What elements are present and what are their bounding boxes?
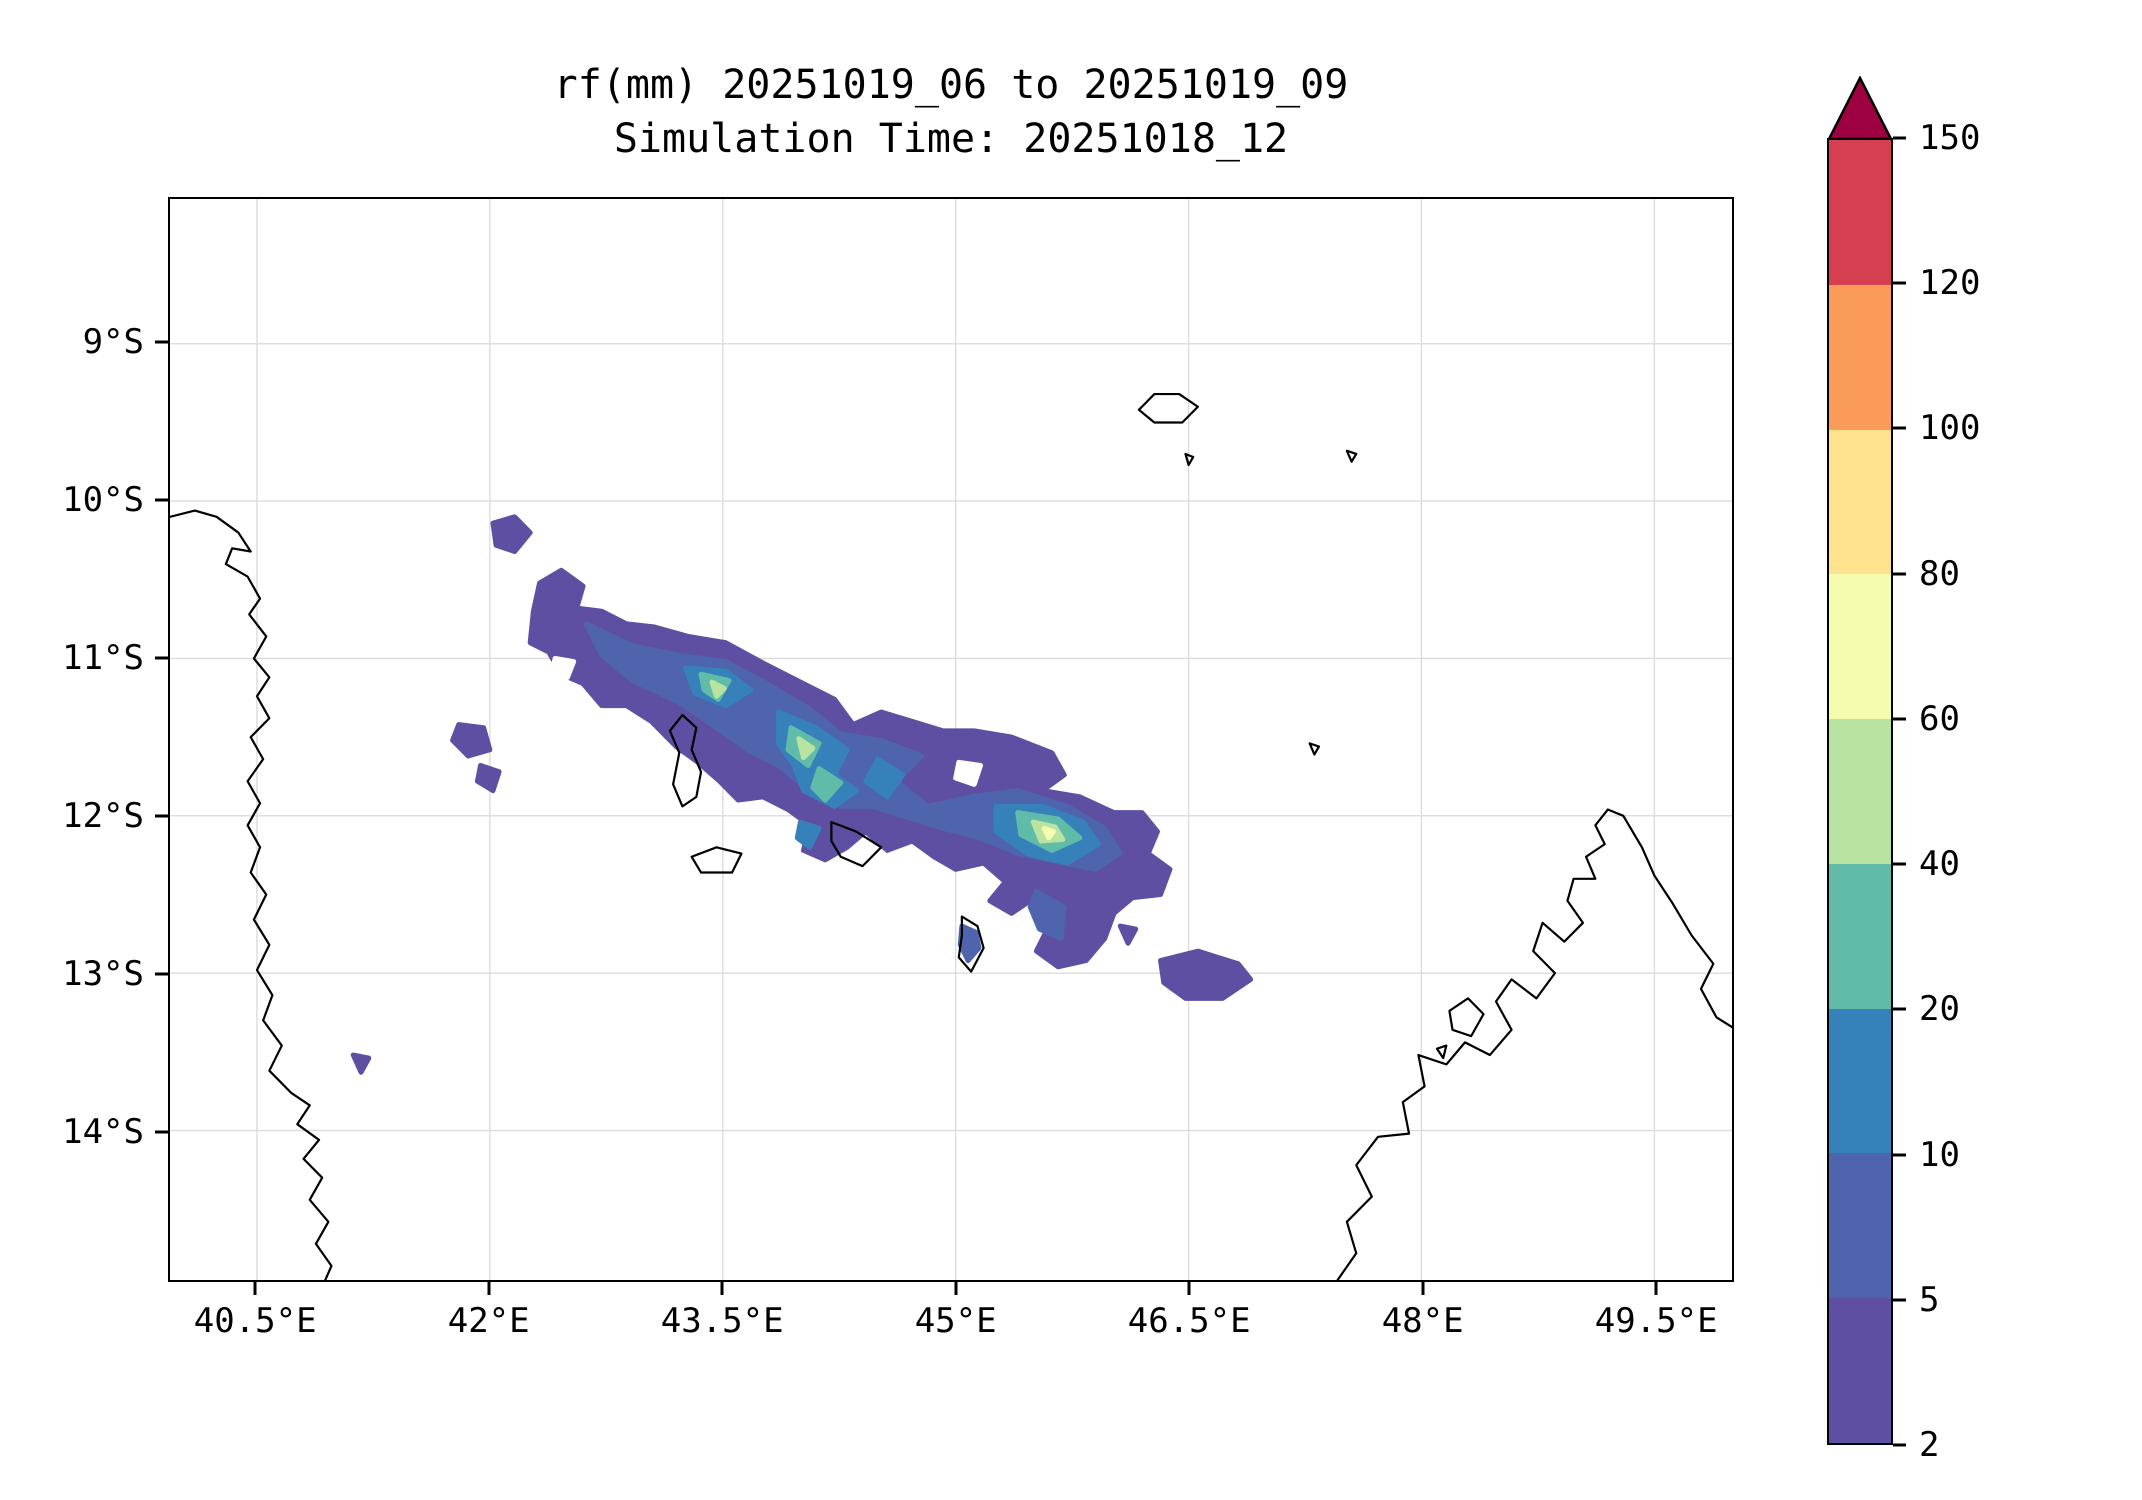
- colorbar-tick: [1893, 136, 1906, 140]
- colorbar: [1827, 138, 1893, 1445]
- colorbar-tick: [1893, 426, 1906, 430]
- y-axis-tick-label: 14°S: [62, 1111, 144, 1152]
- x-axis-tick: [720, 1282, 724, 1295]
- y-axis-tick: [155, 340, 168, 344]
- y-axis-tick-label: 13°S: [62, 954, 144, 995]
- coastline-island-mayotte: [957, 915, 985, 973]
- coastline-island-cosmoledo: [1345, 449, 1358, 463]
- chart-title: rf(mm) 20251019_06 to 20251019_09: [553, 62, 1349, 108]
- rain-patch-2-5: [450, 722, 493, 759]
- x-axis-tick: [954, 1282, 958, 1295]
- coastline-madagascar-coast: [1336, 808, 1732, 1280]
- y-axis-tick: [155, 1130, 168, 1134]
- coastline-island-small-nosy: [1435, 1044, 1448, 1060]
- colorbar-tick-label: 2: [1919, 1425, 1940, 1465]
- colorbar-extend-max-arrow: [1826, 75, 1894, 141]
- coastline-island-grande-comore: [668, 713, 703, 808]
- rain-patch-2-5: [350, 1052, 372, 1075]
- colorbar-tick: [1893, 1153, 1906, 1157]
- colorbar-segment-2-5: [1829, 1298, 1891, 1444]
- x-axis-tick: [1421, 1282, 1425, 1295]
- colorbar-segment-10-20: [1829, 1008, 1891, 1154]
- rain-patch-60-80: [1041, 825, 1056, 841]
- colorbar-tick: [1893, 1007, 1906, 1011]
- coastline-island-assumption: [1184, 452, 1195, 467]
- coastline-island-anjouan: [830, 820, 883, 868]
- colorbar-segment-120-150: [1829, 140, 1891, 285]
- rain-patch-10-20: [863, 756, 906, 800]
- rain-patch-40-60: [796, 736, 816, 761]
- colorbar-tick-label: 5: [1919, 1279, 1940, 1320]
- rain-patch-10-20: [794, 819, 822, 850]
- x-axis-tick: [487, 1282, 491, 1295]
- coastline-island-nosy-be: [1448, 997, 1485, 1038]
- colorbar-segment-5-10: [1829, 1153, 1891, 1299]
- map-plot-area: [168, 197, 1734, 1282]
- y-axis-tick-label: 11°S: [62, 638, 144, 679]
- colorbar-tick-label: 40: [1919, 844, 1960, 885]
- colorbar-tick: [1893, 1298, 1906, 1302]
- y-axis-tick: [155, 972, 168, 976]
- x-axis-tick-label: 43.5°E: [660, 1301, 784, 1341]
- x-axis-tick: [253, 1282, 257, 1295]
- x-axis-tick: [1187, 1282, 1191, 1295]
- x-axis-tick-label: 49.5°E: [1594, 1301, 1718, 1341]
- colorbar-tick: [1893, 572, 1906, 576]
- colorbar-tick: [1893, 717, 1906, 721]
- x-axis-tick-label: 45°E: [914, 1301, 997, 1341]
- colorbar-segment-100-120: [1829, 284, 1891, 430]
- rain-patch-gap-under-2: [549, 656, 577, 680]
- colorbar-tick-label: 10: [1919, 1134, 1960, 1175]
- x-axis-tick-label: 48°E: [1381, 1301, 1464, 1341]
- x-axis-tick-label: 42°E: [447, 1301, 530, 1341]
- colorbar-tick-label: 150: [1919, 118, 1981, 158]
- colorbar-segment-80-100: [1829, 429, 1891, 575]
- chart-subtitle-simulation-time: Simulation Time: 20251018_12: [613, 116, 1289, 162]
- y-axis-tick-label: 12°S: [62, 796, 144, 837]
- colorbar-segment-40-60: [1829, 719, 1891, 864]
- y-axis-tick: [155, 498, 168, 502]
- y-axis-tick-label: 10°S: [62, 480, 144, 521]
- colorbar-tick-label: 20: [1919, 989, 1960, 1030]
- colorbar-tick-label: 100: [1919, 408, 1981, 449]
- y-axis-tick-label: 9°S: [82, 322, 144, 363]
- coastline-island-aldabra-atoll: [1137, 392, 1199, 424]
- colorbar-tick: [1893, 862, 1906, 866]
- rain-patch-gap-under-2: [953, 759, 984, 787]
- x-axis-tick-label: 40.5°E: [193, 1301, 317, 1341]
- coastline-africa-coast: [170, 509, 333, 1280]
- colorbar-extend-triangle: [1826, 75, 1894, 141]
- rain-patch-5-10: [957, 923, 982, 964]
- rain-patch-5-10: [1027, 888, 1067, 942]
- rain-patch-2-5: [474, 763, 502, 794]
- colorbar-tick: [1893, 1443, 1906, 1447]
- colorbar-segment-20-40: [1829, 863, 1891, 1009]
- rain-patch-20-40: [810, 766, 844, 803]
- x-axis-tick-label: 46.5°E: [1127, 1301, 1251, 1341]
- y-axis-tick: [155, 656, 168, 660]
- colorbar-segment-60-80: [1829, 574, 1891, 720]
- y-axis-tick: [155, 814, 168, 818]
- colorbar-extend-triangle-shape: [1826, 75, 1894, 141]
- coastline-island-glorioso: [1308, 742, 1321, 756]
- x-axis-tick: [1654, 1282, 1658, 1295]
- colorbar-tick-label: 120: [1919, 263, 1981, 304]
- rain-patch-2-5: [1158, 948, 1254, 1001]
- colorbar-tick-label: 60: [1919, 698, 1960, 739]
- rain-patch-2-5: [490, 514, 533, 554]
- rainfall-contour-map: [170, 199, 1732, 1280]
- coastline-island-moheli: [690, 846, 743, 874]
- rain-patch-2-5: [1117, 923, 1139, 946]
- rain-patch-40-60: [709, 679, 727, 699]
- colorbar-tick: [1893, 281, 1906, 285]
- colorbar-tick-label: 80: [1919, 553, 1960, 594]
